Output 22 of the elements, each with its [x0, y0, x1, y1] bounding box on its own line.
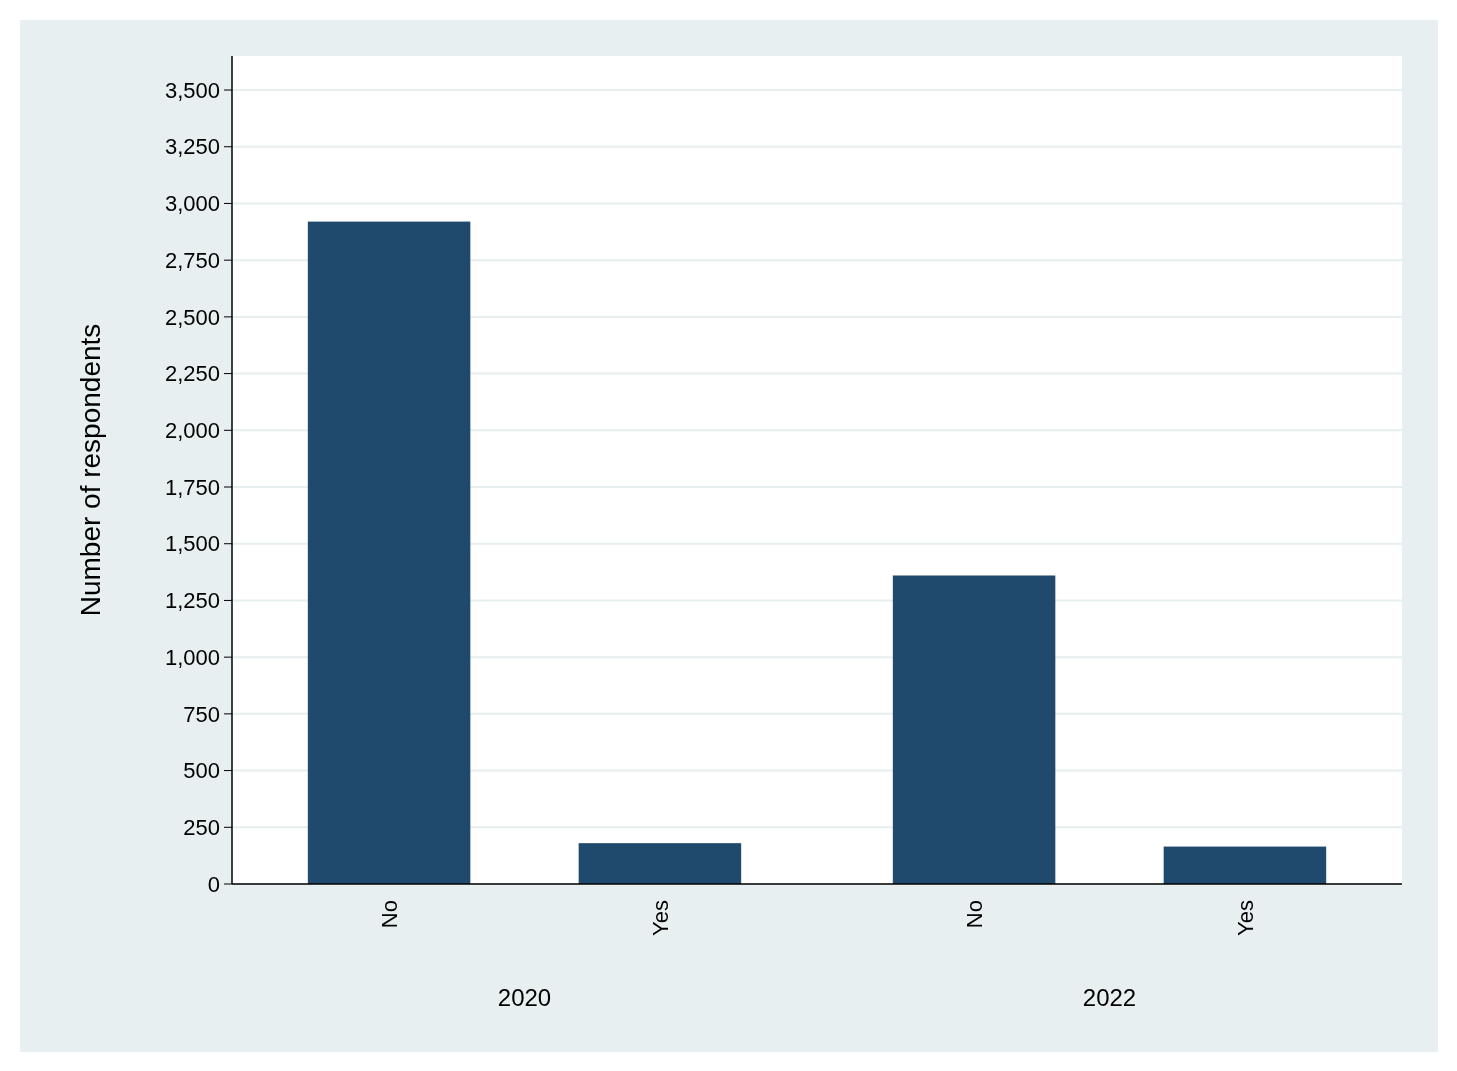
y-tick-label: 250 — [183, 814, 220, 840]
x-tick-label: No — [961, 900, 987, 929]
y-tick-label: 1,500 — [164, 531, 220, 557]
x-tick-label: Yes — [1232, 900, 1258, 936]
y-axis-title: Number of respondents — [75, 323, 106, 617]
x-axis-title: 2022 — [1082, 984, 1137, 1011]
y-tick-label: 2,000 — [164, 418, 220, 443]
y-tick-label: 2,500 — [164, 304, 220, 330]
y-tick-label: 1,000 — [164, 644, 220, 670]
y-tick-label: 0 — [207, 871, 220, 897]
x-axis-title: 2020 — [497, 984, 552, 1011]
x-tick-label: Yes — [647, 900, 673, 936]
y-tick-label: 1,750 — [164, 474, 220, 500]
y-tick-label: 500 — [183, 758, 220, 784]
y-tick-label: 3,250 — [164, 134, 220, 160]
y-tick-label: 2,750 — [164, 247, 220, 273]
y-tick-label: 2,250 — [164, 361, 220, 387]
y-tick-label: 3,500 — [164, 77, 220, 103]
y-tick-label: 750 — [183, 701, 220, 727]
x-tick-label: No — [376, 900, 402, 929]
y-tick-label: 1,250 — [164, 588, 220, 614]
y-tick-label: 3,000 — [164, 191, 220, 217]
